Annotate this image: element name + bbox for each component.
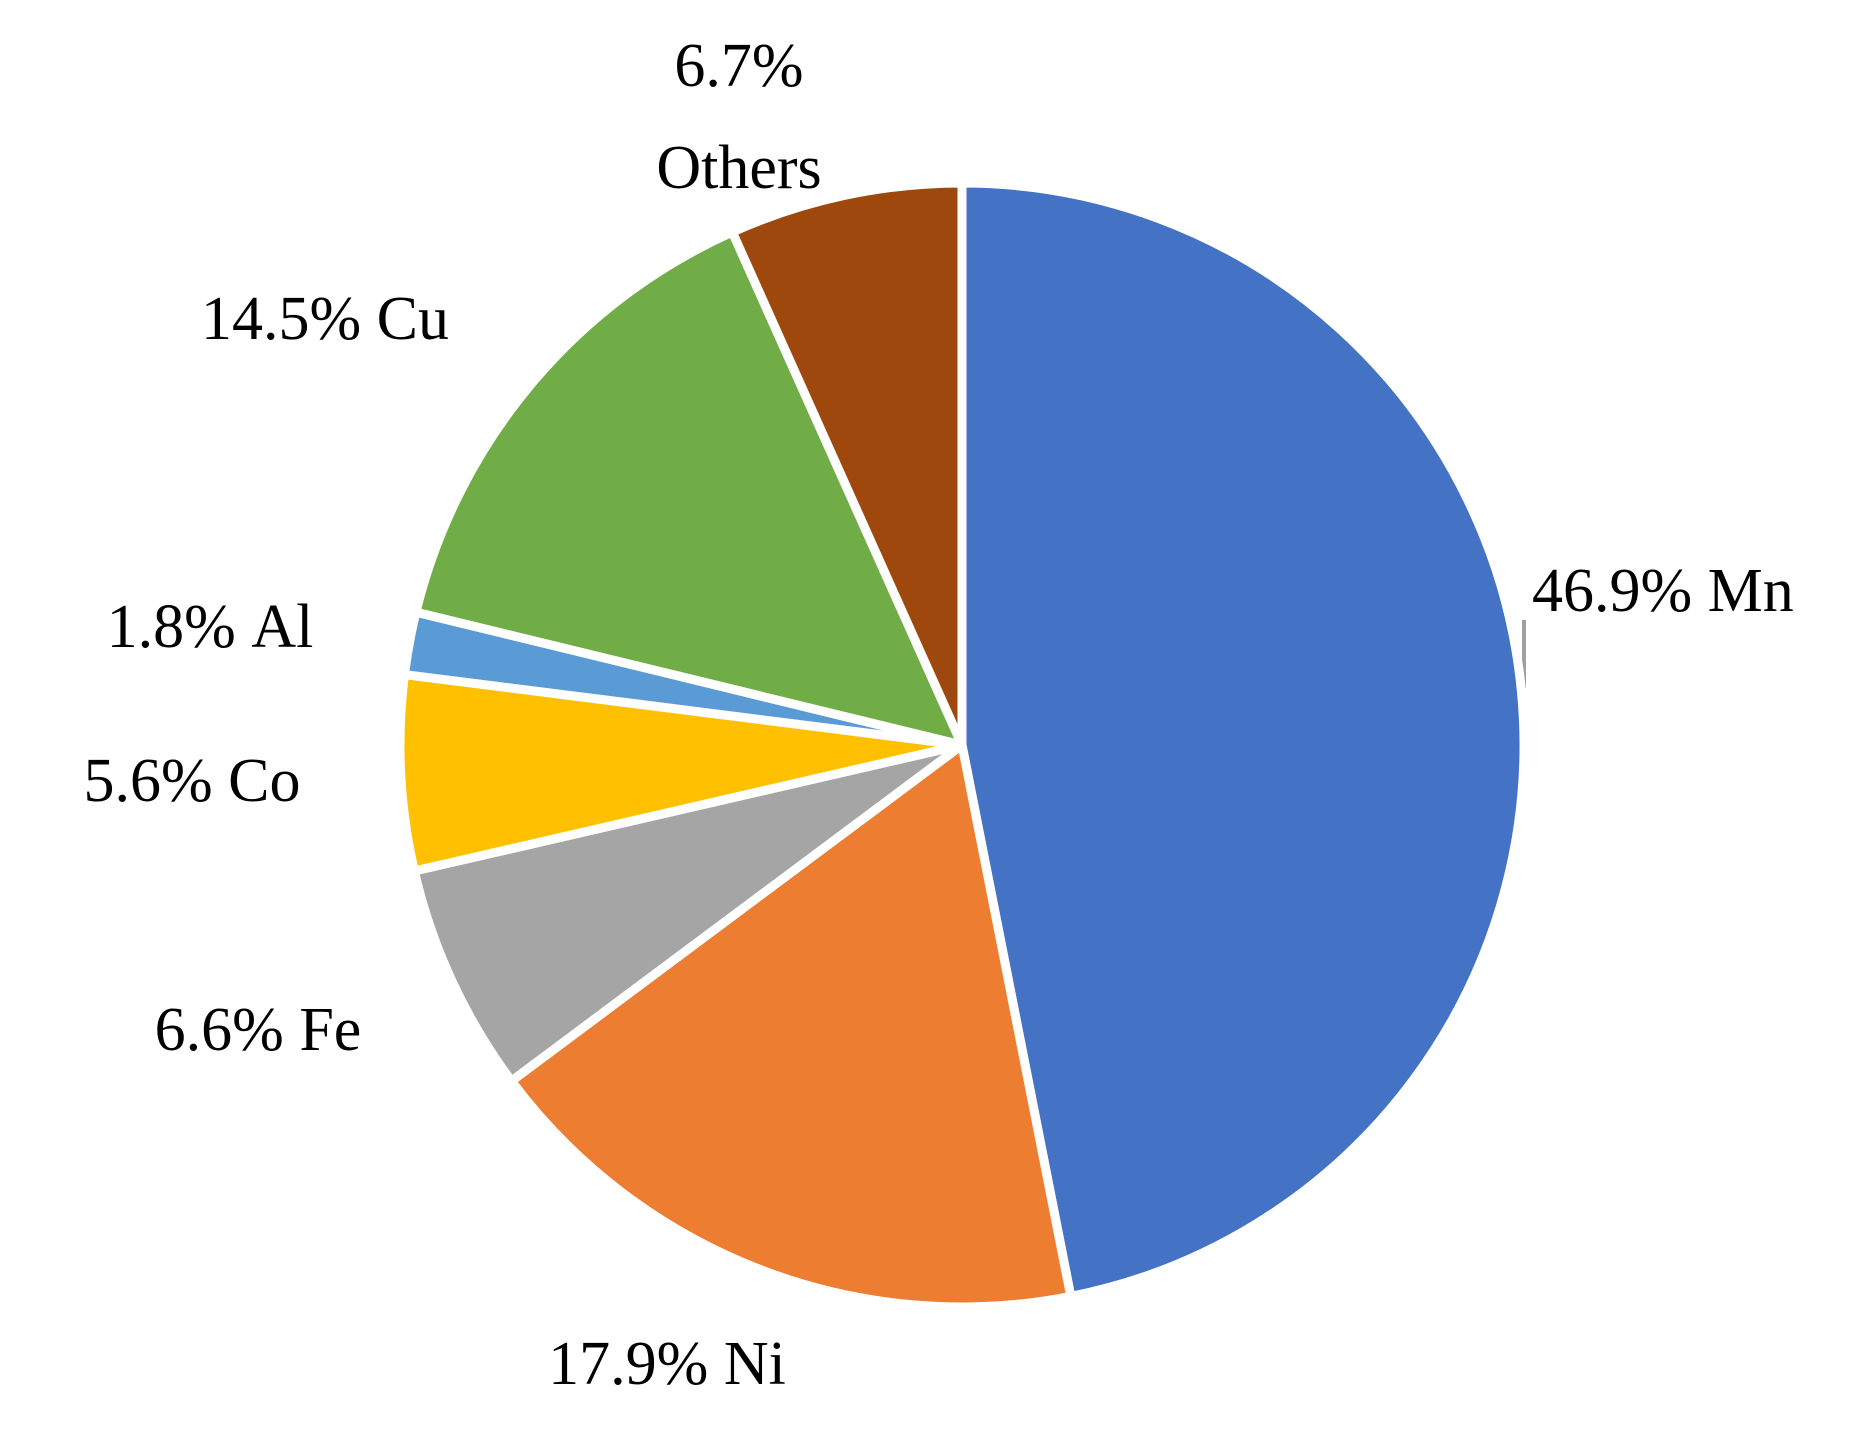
category-label: Cu — [377, 285, 449, 353]
space — [284, 996, 300, 1064]
data-label: 46.9% — [1532, 557, 1692, 625]
slice-label: 6.6% Fe — [155, 996, 362, 1064]
data-label: 1.8% — [107, 593, 236, 661]
category-label: Others — [656, 134, 821, 202]
space — [213, 747, 229, 815]
category-label: Al — [251, 593, 313, 661]
slice-label: 14.5% Cu — [201, 285, 449, 353]
data-label: 6.6% — [155, 996, 284, 1064]
space — [1692, 557, 1708, 625]
space — [236, 593, 252, 661]
pie-slice — [727, 178, 967, 750]
category-label: Mn — [1708, 557, 1794, 625]
space — [708, 1330, 724, 1398]
category-label: Co — [228, 747, 300, 815]
slice-label: 46.9% Mn — [1532, 557, 1794, 625]
data-label: 14.5% — [201, 285, 361, 353]
pie-slice — [411, 227, 967, 750]
space — [361, 285, 377, 353]
pie-slice — [957, 178, 1529, 1301]
data-label: 17.9% — [548, 1330, 708, 1398]
category-label: Ni — [724, 1330, 786, 1398]
slice-label: 1.8% Al — [107, 593, 314, 661]
category-label: Fe — [299, 996, 361, 1064]
pie-slice — [409, 740, 967, 1086]
data-label: 6.7% — [674, 32, 803, 100]
pie-slice — [507, 740, 1076, 1312]
data-label: 5.6% — [83, 747, 212, 815]
slice-label: 5.6% Co — [83, 747, 300, 815]
slice-label: 17.9% Ni — [548, 1330, 786, 1398]
pie-slice — [395, 670, 967, 876]
